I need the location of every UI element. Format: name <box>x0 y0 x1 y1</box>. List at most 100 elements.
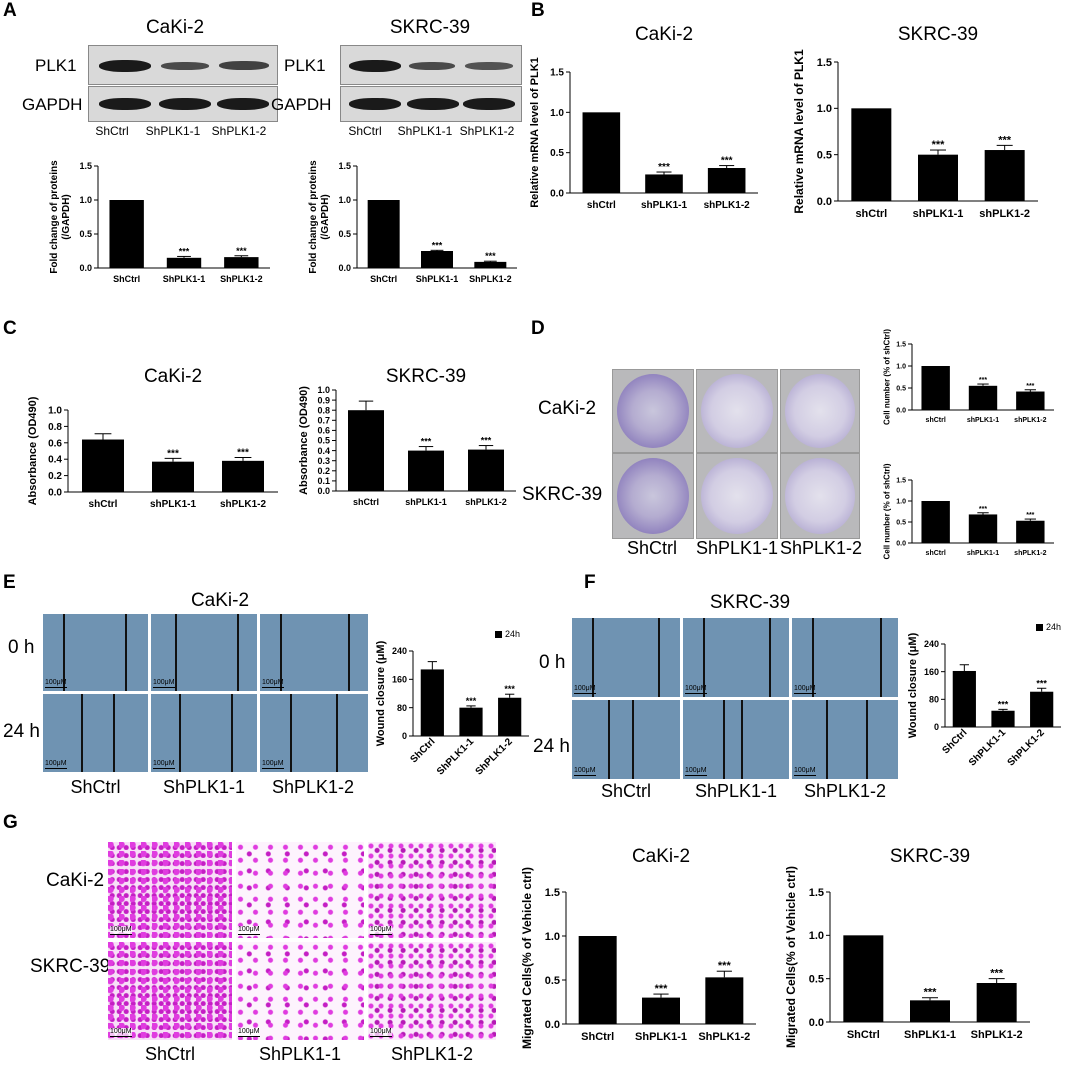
bar <box>152 461 194 492</box>
colony-row-caki2: CaKi-2 <box>538 398 597 419</box>
x-tick-label: shCtrl <box>855 208 887 220</box>
y-tick-label: 1.5 <box>79 161 92 171</box>
x-tick-label: ShPLK1-2 <box>698 1031 750 1043</box>
significance-label: *** <box>998 699 1009 709</box>
bar <box>991 710 1015 727</box>
bar <box>851 108 892 201</box>
bar <box>578 936 617 1024</box>
bar <box>1016 391 1045 410</box>
x-tick-label: ShCtrl <box>370 274 397 284</box>
legend-swatch <box>1036 624 1043 631</box>
wound-row-0h: 0 h <box>8 637 35 658</box>
y-tick-label: 80 <box>929 694 939 704</box>
y-tick-label: 1.0 <box>48 406 62 417</box>
x-tick-label: shPLK1-1 <box>913 208 964 220</box>
wound-col-shplk1-2: ShPLK1-2 <box>803 781 887 801</box>
y-tick-label: 0.0 <box>317 486 330 496</box>
bar <box>166 257 202 268</box>
chart-title: SKRC-39 <box>386 366 466 387</box>
transwell-image: 100μM <box>236 842 364 938</box>
bar <box>109 200 144 268</box>
x-tick-label: shPLK1-2 <box>704 200 751 211</box>
y-tick-label: 0.5 <box>809 974 824 986</box>
y-tick-label: 0.2 <box>317 466 330 476</box>
significance-label: *** <box>432 240 443 250</box>
significance-label: *** <box>237 448 249 459</box>
significance-label: *** <box>466 696 477 706</box>
bar <box>408 450 444 491</box>
panel-label-b: B <box>531 0 545 21</box>
y-tick-label: 0.0 <box>817 196 832 208</box>
y-tick-label: 0.5 <box>317 436 330 446</box>
bar <box>348 410 384 491</box>
x-tick-label: shPLK1-1 <box>150 499 197 510</box>
colony-dish <box>612 369 694 453</box>
blot-title-skrc39: SKRC-39 <box>389 17 471 38</box>
x-tick-label: shCtrl <box>926 417 946 424</box>
colony-dish <box>696 369 778 453</box>
colony-col-shctrl: ShCtrl <box>626 538 677 558</box>
x-tick-label: ShPLK1-1 <box>635 1031 687 1043</box>
bar <box>222 460 264 492</box>
wound-image: 100μM <box>43 614 148 691</box>
x-tick-label: shCtrl <box>353 497 379 507</box>
blot-gapdh-caki2 <box>88 86 278 122</box>
y-tick-label: 1.5 <box>896 341 906 348</box>
significance-label: *** <box>979 506 987 513</box>
blot-lane-shctrl: ShCtrl <box>95 124 129 138</box>
bar <box>82 439 124 492</box>
y-tick-label: 0.5 <box>817 150 832 162</box>
y-tick-label: 0.4 <box>317 446 330 456</box>
bar <box>367 200 400 268</box>
y-tick-label: 160 <box>392 674 407 684</box>
y-tick-label: 1.5 <box>817 57 832 69</box>
significance-label: *** <box>932 139 946 151</box>
wound-col-shplk1-1: ShPLK1-1 <box>694 781 778 801</box>
y-tick-label: 0.6 <box>317 426 330 436</box>
wound-title-skrc39: SKRC-39 <box>709 592 791 613</box>
x-tick-label: ShPLK1-1 <box>163 274 206 284</box>
x-tick-label: shPLK1-2 <box>979 208 1030 220</box>
y-axis-label: Fold change of proteins <box>308 160 319 274</box>
x-tick-label: ShPLK1-2 <box>971 1029 1023 1041</box>
bar <box>224 257 259 268</box>
significance-label: *** <box>167 448 179 459</box>
x-tick-label: ShPLK1-1 <box>416 274 459 284</box>
x-tick-label: ShPLK1-2 <box>469 274 512 284</box>
colony-col-shplk1-1: ShPLK1-1 <box>695 538 779 558</box>
y-tick-label: 0.0 <box>809 1017 824 1029</box>
wound-image: 100μM <box>151 614 257 691</box>
x-tick-label: ShPLK1-2 <box>220 274 263 284</box>
y-tick-label: 0.4 <box>48 455 62 466</box>
bar <box>707 167 746 193</box>
transwell-row-skrc39: SKRC-39 <box>30 956 111 977</box>
blot-lane-shplk1-2: ShPLK1-2 <box>211 124 267 138</box>
significance-label: *** <box>481 436 492 446</box>
bar <box>1016 520 1045 543</box>
y-tick-label: 0.6 <box>48 438 62 449</box>
y-tick-label: 160 <box>924 667 939 677</box>
transwell-col-shplk1-1: ShPLK1-1 <box>258 1044 342 1064</box>
y-tick-label: 0.5 <box>896 385 906 392</box>
significance-label: *** <box>718 960 732 972</box>
y-tick-label: 1.5 <box>338 161 351 171</box>
blot-row-gapdh: GAPDH <box>271 95 332 114</box>
y-axis-label: Wound closure (μM) <box>375 640 387 746</box>
y-tick-label: 1.0 <box>338 195 351 205</box>
blot-lane-shplk1-1: ShPLK1-1 <box>397 124 453 138</box>
y-axis-label: Relative mRNA level of PLK1 <box>792 49 806 214</box>
y-tick-label: 1.5 <box>809 887 824 899</box>
colony-row-skrc39: SKRC-39 <box>522 484 603 505</box>
wound-col-shctrl: ShCtrl <box>70 777 121 797</box>
transwell-image: 100μM <box>108 942 232 1040</box>
y-tick-label: 0.8 <box>48 422 62 433</box>
y-tick-label: 0 <box>402 731 407 741</box>
wound-image: 100μM <box>151 694 257 772</box>
y-tick-label: 0.9 <box>317 395 330 405</box>
panel-label-g: G <box>3 812 18 833</box>
y-tick-label: 0.0 <box>545 1019 560 1031</box>
significance-label: *** <box>998 134 1012 146</box>
significance-label: *** <box>1026 512 1034 519</box>
y-axis-label: Fold change of proteins <box>49 160 60 274</box>
y-tick-label: 0.0 <box>896 407 906 414</box>
